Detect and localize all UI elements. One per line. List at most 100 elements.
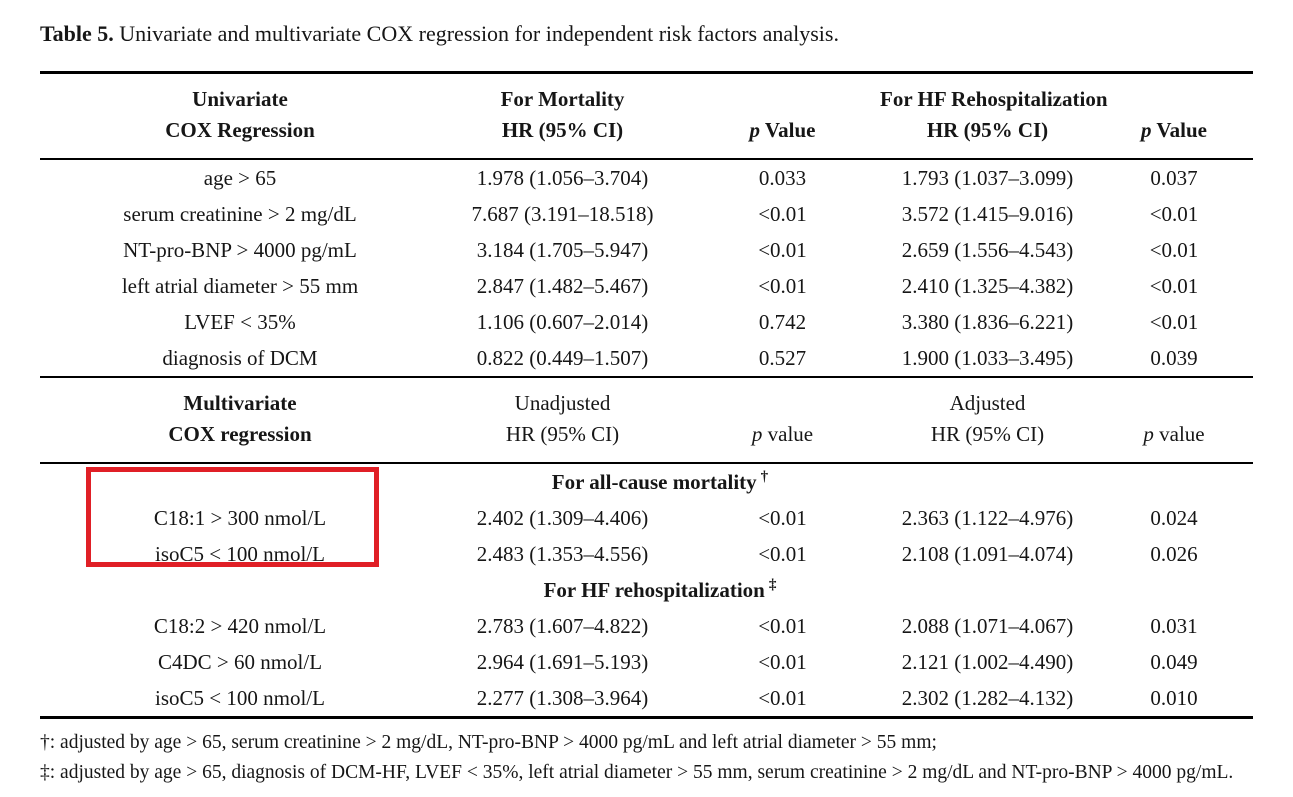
mortality-p-value: <0.01 [758, 237, 807, 262]
adjusted-hr-value: 2.302 (1.282–4.132) [880, 680, 1095, 719]
footnote-double-dagger: ‡: adjusted by age > 65, diagnosis of DC… [40, 762, 1234, 783]
mortality-group-header-cell: For Mortality HR (95% CI) [440, 71, 685, 160]
adjusted-pvalue-header-cell: p value [1095, 376, 1253, 464]
rehosp-hr-value: 3.572 (1.415–9.016) [901, 201, 1074, 226]
table-row-age: age > 65 1.978 (1.056–3.704) 0.033 1.793… [40, 159, 1253, 196]
unadjusted-group-header-cell: Unadjusted HR (95% CI) [440, 376, 685, 464]
double-dagger-marker: ‡ [768, 577, 777, 593]
risk-factor-label: NT-pro-BNP > 4000 pg/mL [123, 237, 357, 262]
rehosp-p-value: <0.01 [1149, 201, 1199, 226]
rehosp-hr-value: 1.793 (1.037–3.099) [901, 165, 1074, 190]
multivariate-title-cell: Multivariate COX regression [40, 376, 440, 464]
dagger-marker: † [760, 469, 769, 485]
risk-factor-label: isoC5 < 100 nmol/L [40, 680, 440, 719]
unadjusted-hr-value: 2.277 (1.308–3.964) [440, 680, 685, 719]
cox-regression-table: Univariate COX Regression For Mortality … [40, 71, 1253, 719]
table-caption: Table 5. Univariate and multivariate COX… [40, 20, 1253, 48]
risk-factor-label: LVEF < 35% [184, 309, 296, 334]
mortality-p-value: 0.742 [758, 309, 807, 334]
rehosp-group-header-cell: For HF Rehospitalization HR (95% CI) [880, 71, 1108, 160]
univariate-title-cell: Univariate COX Regression [40, 71, 440, 160]
adjusted-hr-value: 2.088 (1.071–4.067) [901, 613, 1074, 638]
mortality-p-value: 0.527 [758, 345, 807, 370]
multivariate-title-line1: Multivariate [183, 391, 297, 415]
risk-factor-label: C18:2 > 420 nmol/L [153, 613, 327, 638]
adjusted-group-label: Adjusted [949, 391, 1026, 415]
unadjusted-p-value: <0.01 [758, 649, 807, 674]
table-row-c18-2: C18:2 > 420 nmol/L 2.783 (1.607–4.822) <… [40, 608, 1253, 644]
empty-cell [880, 463, 1253, 500]
mortality-section-heading: For all-cause mortality † [551, 469, 769, 494]
mortality-group-label: For Mortality [500, 87, 625, 111]
rehosp-p-value: <0.01 [1149, 309, 1199, 334]
table-row-ntprobnp: NT-pro-BNP > 4000 pg/mL 3.184 (1.705–5.9… [40, 232, 1253, 268]
univariate-title-line1: Univariate [192, 87, 288, 111]
rehosp-section-header-row: For HF rehospitalization ‡ [40, 572, 1253, 608]
table-row-c18-1: C18:1 > 300 nmol/L 2.402 (1.309–4.406) <… [40, 500, 1253, 536]
risk-factor-label: diagnosis of DCM [162, 345, 318, 370]
rehosp-group-label: For HF Rehospitalization [880, 87, 1108, 111]
empty-cell [880, 572, 1253, 608]
rehosp-p-value: 0.037 [1150, 165, 1198, 190]
rehosp-hr-value: 3.380 (1.836–6.221) [901, 309, 1074, 334]
rehosp-pvalue-header-cell: p Value [1095, 71, 1253, 160]
unadjusted-hr-value: 2.783 (1.607–4.822) [476, 613, 649, 638]
adjusted-p-value: 0.026 [1150, 541, 1198, 566]
mortality-hr-value: 7.687 (3.191–18.518) [471, 201, 654, 226]
mortality-pvalue-header-cell: p Value [685, 71, 880, 160]
adjusted-hr-value: 2.121 (1.002–4.490) [901, 649, 1074, 674]
footnote-dagger: †: adjusted by age > 65, serum creatinin… [40, 732, 937, 753]
multivariate-header-row: Multivariate COX regression Unadjusted H… [40, 376, 1253, 464]
unadjusted-p-value: <0.01 [758, 505, 807, 530]
risk-factor-label: left atrial diameter > 55 mm [121, 273, 359, 298]
rehosp-section-heading: For HF rehospitalization ‡ [543, 577, 777, 602]
unadjusted-hr-value: 2.964 (1.691–5.193) [476, 649, 649, 674]
risk-factor-label: age > 65 [203, 165, 277, 190]
univariate-header-row: Univariate COX Regression For Mortality … [40, 71, 1253, 160]
adjusted-hr-value: 2.108 (1.091–4.074) [901, 541, 1074, 566]
adjusted-hr-value: 2.363 (1.122–4.976) [901, 505, 1074, 530]
table-row-c4dc: C4DC > 60 nmol/L 2.964 (1.691–5.193) <0.… [40, 644, 1253, 680]
adjusted-p-value: 0.031 [1150, 613, 1198, 638]
adjusted-group-header-cell: Adjusted HR (95% CI) [880, 376, 1095, 464]
rehosp-hr-value: 2.410 (1.325–4.382) [901, 273, 1074, 298]
mortality-p-value: <0.01 [758, 273, 807, 298]
unadjusted-p-value: <0.01 [758, 541, 807, 566]
unadjusted-p-value: <0.01 [685, 680, 880, 719]
rehosp-hr-ci-label: HR (95% CI) [926, 118, 1049, 142]
unadjusted-hr-value: 2.402 (1.309–4.406) [476, 505, 649, 530]
mortality-p-value: 0.033 [758, 165, 807, 190]
rehosp-hr-value: 2.659 (1.556–4.543) [901, 237, 1074, 262]
mortality-hr-value: 3.184 (1.705–5.947) [476, 237, 649, 262]
mortality-hr-value: 1.106 (0.607–2.014) [476, 309, 649, 334]
risk-factor-label: C4DC > 60 nmol/L [157, 649, 323, 674]
risk-factor-label: serum creatinine > 2 mg/dL [123, 201, 357, 226]
mortality-section-header-row: For all-cause mortality † [40, 463, 1253, 500]
table-caption-text: Univariate and multivariate COX regressi… [113, 21, 839, 46]
rehosp-hr-value: 1.900 (1.033–3.495) [901, 345, 1074, 370]
rehosp-p-value: <0.01 [1149, 273, 1199, 298]
adjusted-p-value: 0.049 [1150, 649, 1198, 674]
table-row-isoc5-mortality: isoC5 < 100 nmol/L 2.483 (1.353–4.556) <… [40, 536, 1253, 572]
risk-factor-label: isoC5 < 100 nmol/L [155, 541, 325, 566]
unadjusted-group-label: Unadjusted [514, 391, 611, 415]
mortality-hr-value: 1.978 (1.056–3.704) [476, 165, 649, 190]
multivariate-title-line2: COX regression [168, 422, 312, 446]
mortality-hr-value: 2.847 (1.482–5.467) [476, 273, 649, 298]
adjusted-pvalue-label: p value [1143, 422, 1205, 446]
table-row-atrial-diameter: left atrial diameter > 55 mm 2.847 (1.48… [40, 268, 1253, 304]
empty-cell [40, 463, 440, 500]
empty-cell [40, 572, 440, 608]
mortality-hr-ci-label: HR (95% CI) [501, 118, 624, 142]
table-row-lvef: LVEF < 35% 1.106 (0.607–2.014) 0.742 3.3… [40, 304, 1253, 340]
mortality-p-value: <0.01 [758, 201, 807, 226]
mortality-pvalue-label: p Value [749, 118, 816, 142]
unadjusted-hr-ci-label: HR (95% CI) [505, 422, 620, 446]
rehosp-pvalue-label: p Value [1141, 118, 1207, 142]
univariate-title-line2: COX Regression [165, 118, 315, 142]
unadjusted-pvalue-header-cell: p value [685, 376, 880, 464]
table-row-dcm: diagnosis of DCM 0.822 (0.449–1.507) 0.5… [40, 340, 1253, 377]
table-row-isoc5-rehosp: isoC5 < 100 nmol/L 2.277 (1.308–3.964) <… [40, 680, 1253, 719]
table-row-creatinine: serum creatinine > 2 mg/dL 7.687 (3.191–… [40, 196, 1253, 232]
